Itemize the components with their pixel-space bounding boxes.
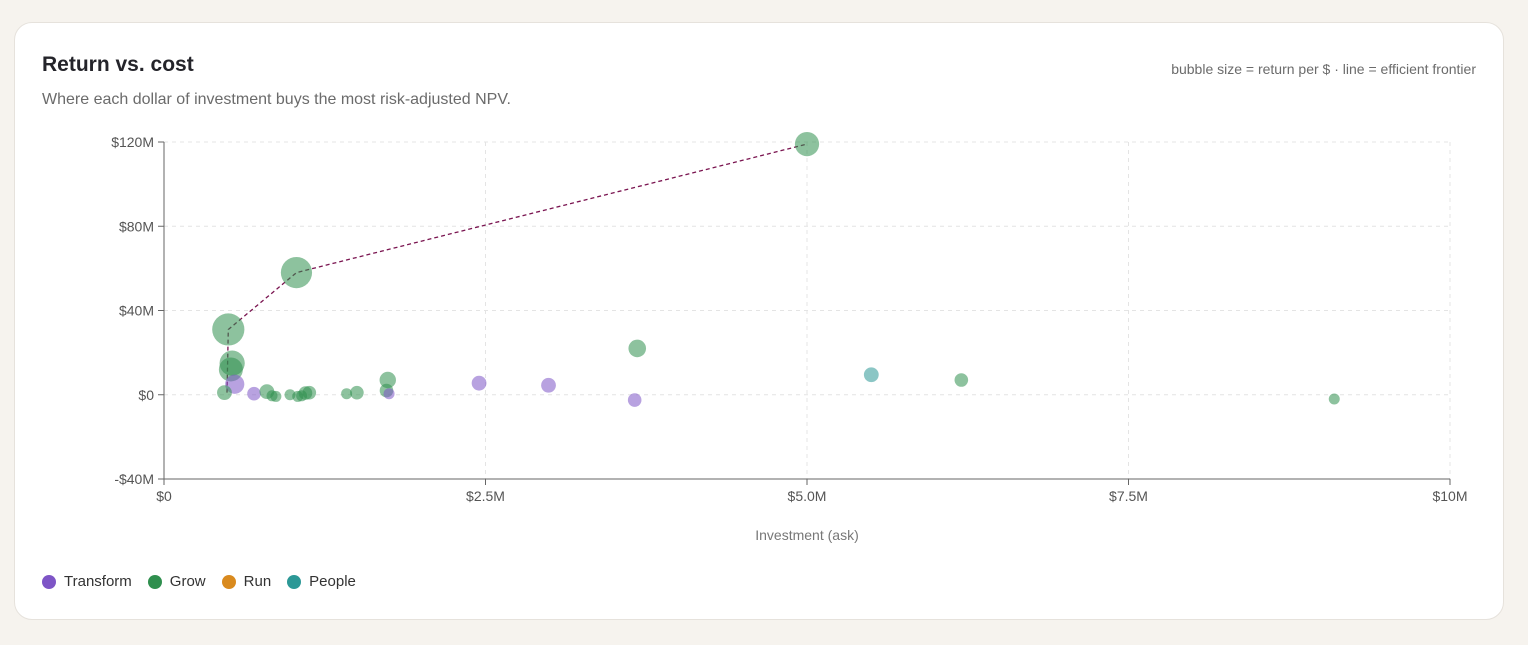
chart-card: Return vs. cost Where each dollar of inv… [14,22,1504,620]
bubble-transform [471,375,487,391]
efficient-frontier [226,143,808,393]
x-tick-label: $10M [1432,488,1467,504]
bubble-transform [627,393,642,407]
bubble-grow [794,132,820,157]
bubble-grow [217,385,232,401]
y-tick-label: -$40M [114,471,154,487]
y-tick-label: $120M [111,134,154,150]
legend-label: Transform [64,573,132,590]
legend-swatch-transform [42,574,56,589]
x-tick-label: $0 [156,488,172,504]
x-tick-label: $5.0M [788,488,827,504]
grid [164,141,1451,479]
x-axis-title: Investment (ask) [755,527,858,543]
bubble-grow [212,313,245,346]
bubble-grow [350,385,364,400]
legend-swatch-grow [147,574,162,589]
legend-label: Grow [169,573,206,590]
axes: $120M$80M$40M$0-$40M$0 $2.5M $5.0M $7.5M $10… [111,134,1467,543]
chart-title: Return vs. cost [42,53,194,76]
legend-label: People [309,573,356,590]
bubble-grow [954,373,969,387]
y-tick-label: $0 [138,387,154,403]
legend-swatch-people [287,574,302,589]
bubble-grow [1328,393,1340,405]
bubble-grow [270,390,282,402]
frontier-line [226,143,808,393]
scatter-plot: $120M$80M$40M$0-$40M$0 $2.5M $5.0M $7.5M $10… [111,132,1468,543]
bubble-grow [628,339,647,358]
legend-item-people[interactable]: People [287,573,356,590]
legend: Transform Grow Run People [42,573,356,590]
bubble-transform [541,377,556,393]
legend-item-run[interactable]: Run [221,573,272,590]
bubble-transform [383,388,395,400]
y-tick-label: $80M [119,218,154,234]
bubble-people [863,367,879,383]
legend-swatch-run [221,574,236,589]
chart-note: bubble size = return per $ · line = effi… [1171,61,1476,77]
bubble-grow [302,385,317,400]
y-tick-label: $40M [119,303,154,319]
legend-item-transform[interactable]: Transform [42,573,132,590]
x-tick-label: $2.5M [466,488,505,504]
bubble-grow [341,388,353,400]
legend-label: Run [243,573,272,590]
bubble-grow [280,256,313,289]
chart-subtitle: Where each dollar of investment buys the… [42,91,511,108]
bubble-transform [247,386,261,401]
x-tick-label: $7.5M [1109,488,1148,504]
bubbles [212,132,1340,407]
legend-item-grow[interactable]: Grow [147,573,206,590]
bubble-grow [379,371,396,389]
